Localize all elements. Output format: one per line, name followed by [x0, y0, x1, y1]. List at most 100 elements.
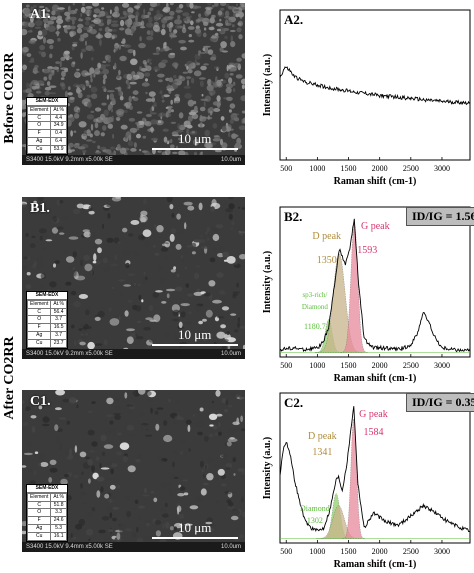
d-peak-value: 1341	[312, 447, 332, 458]
edx-cell: 23.7	[50, 338, 67, 348]
sem-footer-scale: 10.0um	[220, 351, 241, 357]
sem-texture	[22, 390, 245, 545]
x-tick-label: 2000	[372, 547, 388, 556]
sem-image-a1: A1. SEM-EDX Element At.% C 4.4 O 34.9 F 0.4 Ag 6.…	[22, 3, 245, 165]
scale-line	[152, 148, 238, 150]
x-tick-label: 3000	[434, 361, 450, 370]
edx-table-c1: SEM-EDX Element At.% C 51.8 O 3.3 F 24.6 Ag 5.3 Cu…	[26, 484, 68, 542]
plot-frame	[279, 392, 471, 544]
panel-label-a1: A1.	[30, 7, 51, 22]
edx-row: Cu 53.9	[26, 144, 67, 154]
spectrum-line	[279, 218, 471, 353]
scale-label: 10 μm	[178, 520, 212, 535]
edx-cell: O	[26, 121, 52, 131]
edx-cell: F	[26, 516, 52, 525]
edx-row: C 56.4	[26, 307, 67, 317]
edx-cell: 3.3	[50, 508, 67, 518]
edx-row: C 51.8	[26, 500, 67, 510]
sem-footer-scale: 10.0um	[220, 157, 241, 163]
edx-header-cell: At.%	[50, 299, 67, 309]
edx-grid: Element At.% C 4.4 O 34.9 F 0.4 Ag 6.4 Cu 53.9	[26, 105, 67, 154]
edx-cell: C	[26, 307, 52, 317]
x-axis-label: Raman shift (cm-1)	[334, 559, 417, 570]
x-tick-label: 2500	[403, 547, 419, 556]
edx-row: F 16.5	[26, 323, 67, 332]
spectrum-line	[279, 66, 471, 106]
edx-row: Cu 16.1	[26, 531, 67, 541]
scale-bar-b1: 10 μm	[152, 327, 238, 346]
edx-title: SEM-EDX	[27, 98, 67, 106]
edx-cell: Ag	[26, 136, 52, 146]
edx-cell: 24.6	[50, 516, 67, 525]
edx-cell: 16.5	[50, 323, 67, 332]
x-tick-label: 2000	[372, 164, 388, 173]
sem-footer-scale: 10.0um	[220, 544, 241, 550]
edx-header-row: Element At.%	[26, 299, 67, 309]
x-tick-label: 2000	[372, 361, 388, 370]
spectrum-line	[279, 406, 471, 533]
diamond-label: Diamond	[300, 504, 330, 513]
sem-footer-b1: S3400 15.0kV 9.2mm x5.00k SE 10.0um	[22, 349, 245, 359]
x-tick-label: 1500	[341, 164, 357, 173]
edx-grid: Element At.% C 56.4 O 3.7 F 16.5 Ag 3.7 Cu 23.7	[26, 299, 67, 348]
edx-cell: 53.9	[50, 144, 67, 154]
edx-header-cell: At.%	[50, 492, 67, 502]
edx-cell: 34.9	[50, 121, 67, 131]
x-tick-label: 1000	[309, 547, 325, 556]
edx-cell: O	[26, 508, 52, 518]
raman-chart-c2: 500 1000 1500 2000 2500 3000 Intensity (a.u.) R…	[262, 392, 471, 570]
edx-row: F 0.4	[26, 129, 67, 138]
sem-footer-a1: S3400 15.0kV 9.2mm x5.00k SE 10.0um	[22, 155, 245, 165]
diamond-value: 1180.7	[304, 322, 326, 331]
g-peak-label: G peak	[361, 221, 390, 232]
x-tick-label: 2500	[403, 164, 419, 173]
raman-plot-a2: 500 1000 1500 2000 2500 3000 Intensity (a.u.) R…	[258, 0, 474, 190]
x-tick-label: 2500	[403, 361, 419, 370]
x-axis-label: Raman shift (cm-1)	[334, 373, 417, 384]
g-peak-value: 1593	[357, 245, 377, 256]
scale-bar-c1: 10 μm	[152, 520, 238, 539]
sp3-label: sp3-rich/	[302, 291, 327, 299]
x-tick-label: 3000	[434, 547, 450, 556]
edx-row: F 24.6	[26, 516, 67, 525]
raman-chart-a2: 500 1000 1500 2000 2500 3000 Intensity (a.u.) R…	[262, 9, 471, 187]
edx-cell: C	[26, 500, 52, 510]
intensity-ratio-b2: ID/IG = 1.56	[406, 207, 474, 226]
edx-cell: O	[26, 315, 52, 325]
x-tick-label: 3000	[434, 164, 450, 173]
side-label-before: Before CO2RR	[2, 52, 17, 144]
intensity-ratio-c2: ID/IG = 0.35	[406, 393, 474, 412]
sem-footer-text: S3400 15.0kV 9.4mm x5.00k SE	[26, 544, 113, 550]
edx-cell: 0.4	[50, 129, 67, 138]
edx-cell: Ag	[26, 523, 52, 533]
edx-row: Cu 23.7	[26, 338, 67, 348]
edx-row: Ag 3.7	[26, 330, 67, 340]
edx-header-row: Element At.%	[26, 492, 67, 502]
scale-label: 10 μm	[178, 131, 212, 146]
plot-frame	[279, 206, 471, 358]
sem-footer-c1: S3400 15.0kV 9.4mm x5.00k SE 10.0um	[22, 542, 245, 552]
panel-label-c1: C1.	[30, 394, 51, 409]
edx-row: O 3.7	[26, 315, 67, 325]
d-peak-label: D peak	[312, 231, 341, 242]
x-tick-label: 1500	[341, 361, 357, 370]
edx-cell: 16.1	[50, 531, 67, 541]
diamond-value: 1302	[307, 516, 323, 525]
sem-image-c1: C1. SEM-EDX Element At.% C 51.8 O 3.3 F 24.6 Ag 5…	[22, 390, 245, 552]
sem-footer-text: S3400 15.0kV 9.2mm x5.00k SE	[26, 157, 113, 163]
edx-cell: Cu	[26, 531, 52, 541]
scale-bar-a1: 10 μm	[152, 131, 238, 150]
edx-cell: F	[26, 129, 52, 138]
edx-row: O 3.3	[26, 508, 67, 518]
edx-table-b1: SEM-EDX Element At.% C 56.4 O 3.7 F 16.5 Ag 3.7 Cu…	[26, 291, 68, 349]
edx-table-a1: SEM-EDX Element At.% C 4.4 O 34.9 F 0.4 Ag 6.4 Cu 5…	[26, 97, 68, 155]
edx-title: SEM-EDX	[27, 485, 67, 493]
g-peak-label: G peak	[359, 409, 388, 420]
edx-cell: 6.4	[50, 136, 67, 146]
raman-plot-c2: 500 1000 1500 2000 2500 3000 Intensity (a.u.) R…	[258, 383, 474, 573]
edx-cell: 4.4	[50, 113, 67, 123]
scale-line	[152, 344, 238, 346]
edx-grid: Element At.% C 51.8 O 3.3 F 24.6 Ag 5.3 Cu 16.1	[26, 492, 67, 541]
edx-cell: Ag	[26, 330, 52, 340]
edx-row: Ag 5.3	[26, 523, 67, 533]
